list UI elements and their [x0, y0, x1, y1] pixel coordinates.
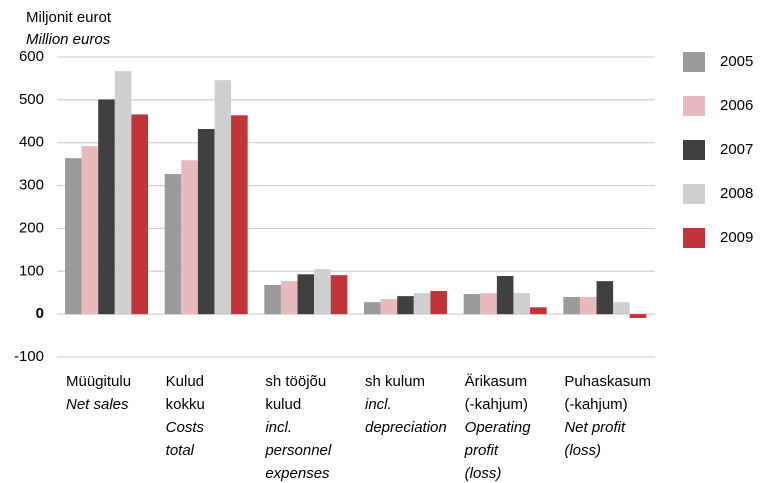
x-tick-label: expenses	[265, 465, 330, 482]
legend-label: 2007	[720, 141, 753, 158]
bar	[629, 314, 647, 318]
bar	[231, 115, 248, 315]
x-tick-label: (-kahjum)	[564, 396, 627, 413]
x-tick-label: sh tööjõu	[265, 373, 326, 390]
x-tick-label: Kulud	[166, 373, 204, 390]
bar	[164, 174, 182, 315]
x-tick-label: kulud	[265, 396, 301, 413]
bar	[114, 71, 132, 315]
legend-swatch	[683, 140, 705, 160]
legend-swatch	[683, 96, 705, 116]
bar	[596, 281, 614, 315]
bar	[197, 129, 215, 315]
bar	[380, 299, 398, 315]
x-tick-label: Net sales	[66, 396, 129, 413]
bar	[463, 294, 481, 315]
y-axis-label: Million euros	[26, 31, 111, 48]
bar	[264, 285, 281, 315]
x-tick-label: kokku	[166, 396, 205, 413]
x-tick-label: incl.	[265, 419, 292, 436]
legend-swatch	[683, 52, 705, 72]
bar	[613, 302, 630, 315]
bar	[131, 114, 148, 315]
bar	[496, 276, 514, 315]
x-tick-label: (-kahjum)	[465, 396, 528, 413]
legend-label: 2008	[720, 185, 753, 202]
y-tick-label: 400	[19, 134, 44, 151]
bar	[297, 274, 315, 315]
bar	[397, 296, 414, 315]
x-tick-label: Operating	[465, 419, 532, 436]
y-tick-label: -100	[14, 348, 44, 365]
bar	[81, 146, 99, 315]
y-tick-label: 600	[19, 48, 44, 65]
bar	[579, 297, 597, 315]
x-tick-label: Ärikasum	[465, 373, 528, 390]
bar	[98, 99, 115, 315]
y-tick-label: 0	[36, 305, 44, 322]
bar	[280, 281, 298, 315]
x-tick-label: (loss)	[465, 465, 502, 482]
y-axis-label: Miljonit eurot	[26, 9, 112, 26]
bar	[65, 158, 82, 315]
legend-label: 2005	[720, 53, 753, 70]
bar	[314, 269, 331, 315]
x-tick-label: sh kulum	[365, 373, 425, 390]
bar	[181, 160, 198, 315]
legend-swatch	[683, 184, 705, 204]
y-tick-label: 300	[19, 177, 44, 194]
x-tick-label: Costs	[166, 419, 205, 436]
x-tick-label: Müügitulu	[66, 373, 131, 390]
y-tick-label: 500	[19, 91, 44, 108]
x-tick-label: Puhaskasum	[564, 373, 651, 390]
x-tick-label: incl.	[365, 396, 392, 413]
bar	[364, 302, 381, 315]
legend-swatch	[683, 228, 705, 248]
y-tick-label: 100	[19, 262, 44, 279]
x-tick-label: personnel	[264, 442, 332, 459]
bar	[530, 307, 547, 315]
bar	[330, 275, 348, 315]
x-tick-label: Net profit	[564, 419, 626, 436]
bar	[430, 291, 447, 315]
bar	[513, 293, 531, 315]
bar	[413, 293, 431, 315]
bar	[563, 297, 580, 315]
x-tick-label: depreciation	[365, 419, 447, 436]
bar	[480, 293, 497, 315]
x-tick-label: total	[166, 442, 195, 459]
legend-label: 2006	[720, 97, 753, 114]
legend-label: 2009	[720, 229, 753, 246]
x-tick-label: (loss)	[564, 442, 601, 459]
x-tick-label: profit	[464, 442, 499, 459]
y-tick-label: 200	[19, 219, 44, 236]
bar	[214, 80, 232, 315]
